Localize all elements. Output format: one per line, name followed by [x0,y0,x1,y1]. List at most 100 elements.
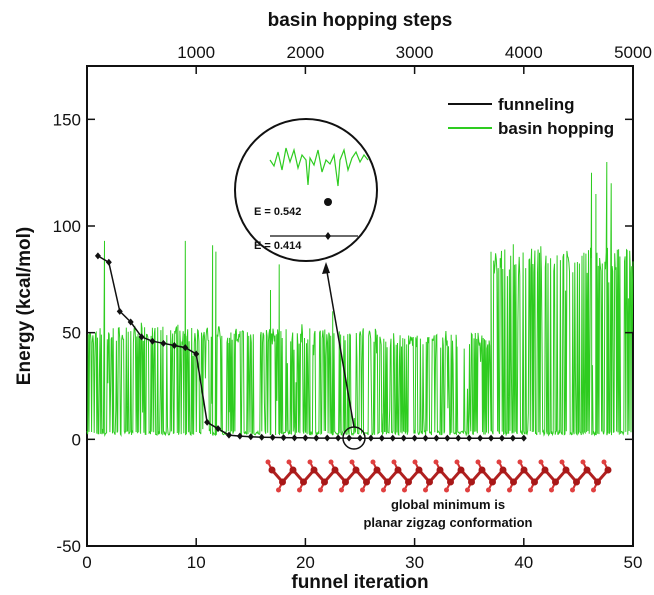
funneling-point [357,434,363,442]
molecule-atom [468,478,475,486]
funneling-point [400,434,407,442]
molecule-atom [594,478,601,486]
molecule-atom-side [517,459,523,465]
legend: funneling basin hopping [448,95,614,138]
zoom-arrow [325,265,355,428]
molecule-atom [405,478,412,486]
basin-hopping-line [86,161,634,438]
molecule-atom [520,466,528,474]
funneling-point [520,434,527,442]
x-tick-label: 0 [82,553,91,572]
funneling-point [335,434,342,442]
x2-tick-label: 5000 [614,43,652,62]
series-basin-hopping [86,161,634,438]
molecule-atom [510,478,517,486]
legend-label-funneling: funneling [498,95,574,114]
molecule-atom [552,478,559,486]
molecule-atom-side [412,459,418,465]
molecule-atom [489,478,496,486]
molecule-atom [289,466,297,474]
funneling-point [324,434,331,442]
molecule-atom [415,466,423,474]
molecule-atom-side [276,487,281,493]
funneling-point [138,333,145,341]
molecule-atom [331,466,339,474]
molecule-atom [562,466,570,474]
funneling-point [149,337,156,345]
molecule-atom [531,478,538,486]
molecule-atom [300,478,307,486]
funneling-point [160,339,167,347]
molecule-atom-side [475,459,481,465]
axis-left: -50 0 50 100 150 [53,110,633,556]
funneling-point [488,434,495,442]
molecule-atom [436,466,444,474]
x2-tick-label: 3000 [396,43,434,62]
molecule-atom [573,478,580,486]
funneling-line [97,255,524,439]
molecule-atom-side [349,459,355,465]
y-tick-label: 0 [72,430,81,449]
x2-tick-label: 2000 [286,43,324,62]
molecule-atom-side [265,459,271,465]
molecule-atom-side [601,459,607,465]
funneling-point [455,434,462,442]
molecule-atom-side [454,459,460,465]
funneling-point [171,341,178,349]
molecule-atom [363,478,370,486]
molecule-atom-side [538,459,544,465]
inset-green-trace [269,147,369,187]
molecule-atom-side [391,459,397,465]
inset-label-e542: E = 0.542 [254,206,301,218]
axis-top: 1000 2000 3000 4000 5000 [177,43,652,74]
molecule-atom-side [507,487,512,493]
molecule-atom-side [570,487,575,493]
x2-tick-label: 1000 [177,43,215,62]
molecule-atom [541,466,549,474]
molecule-atom-side [528,487,533,493]
funneling-point [346,434,353,442]
y-tick-label: 150 [53,110,81,129]
funneling-point [444,434,451,442]
legend-label-basin-hopping: basin hopping [498,119,614,138]
funneling-point [105,258,112,266]
funneling-point [182,344,189,352]
x2-axis-title: basin hopping steps [268,10,453,31]
funneling-point [466,434,473,442]
x-tick-label: 50 [624,553,643,572]
x-axis-title: funnel iteration [291,572,428,593]
funneling-point [378,434,385,442]
funneling-point [247,433,254,441]
caption-line-2: planar zigzag conformation [363,515,532,530]
y-tick-label: 50 [62,324,81,343]
molecule-atom [604,466,612,474]
funneling-point [127,318,134,326]
molecule-atom [321,478,328,486]
x-tick-label: 20 [296,553,315,572]
y-tick-label: 100 [53,217,81,236]
molecule-atom [394,466,402,474]
funneling-point [291,434,298,442]
funneling-point [389,434,396,442]
molecule-atom-side [328,459,334,465]
molecule-atom-side [465,487,470,493]
molecule-atom-side [486,487,491,493]
funneling-point [411,434,418,442]
zigzag-molecule-image [265,459,612,493]
funneling-point [477,434,484,442]
molecule-atom-side [381,487,386,493]
funneling-point [258,433,265,441]
molecule-atom-side [591,487,596,493]
molecule-atom-side [402,487,407,493]
molecule-atom-side [433,459,439,465]
inset-circle [234,118,378,262]
x-tick-label: 10 [187,553,206,572]
molecule-atom-side [307,459,313,465]
x2-tick-label: 4000 [505,43,543,62]
funneling-point [94,252,101,260]
molecule-atom-side [559,459,565,465]
molecule-atom [373,466,381,474]
molecule-atom-side [360,487,365,493]
molecule-atom [426,478,433,486]
